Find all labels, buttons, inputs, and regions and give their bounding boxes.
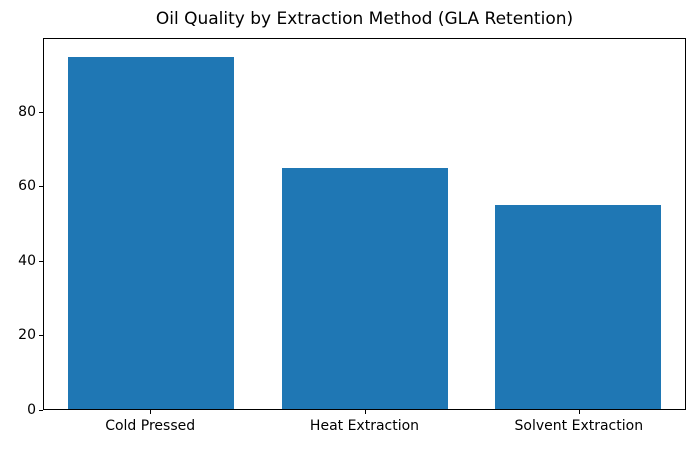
y-tick-mark-80 <box>39 111 43 113</box>
bar-solvent-extraction <box>495 205 662 409</box>
y-tick-mark-40 <box>39 260 43 262</box>
bar-slot-solvent-extraction <box>471 39 685 409</box>
y-tick-label-80: 80 <box>18 103 36 120</box>
y-tick-label-40: 40 <box>18 252 36 269</box>
y-tick-label-0: 0 <box>27 402 36 418</box>
bar-slot-cold-pressed <box>44 39 258 409</box>
x-tick-label-heat-extraction: Heat Extraction <box>309 418 420 434</box>
x-tick-mark-cold-pressed <box>150 410 152 414</box>
plot-area <box>43 38 686 410</box>
x-tick-mark-heat-extraction <box>364 410 366 414</box>
x-tick-label-cold-pressed: Cold Pressed <box>105 418 196 434</box>
chart-title: Oil Quality by Extraction Method (GLA Re… <box>155 9 574 29</box>
y-tick-label-20: 20 <box>18 327 36 344</box>
y-tick-label-60: 60 <box>18 178 36 195</box>
x-tick-label-solvent-extraction: Solvent Extraction <box>514 418 644 434</box>
bars-container <box>44 39 685 409</box>
x-tick-mark-solvent-extraction <box>578 410 580 414</box>
y-tick-mark-20 <box>39 335 43 337</box>
y-tick-mark-60 <box>39 186 43 188</box>
bar-cold-pressed <box>67 56 234 409</box>
bar-heat-extraction <box>281 167 448 409</box>
y-tick-mark-0 <box>39 410 43 411</box>
bar-slot-heat-extraction <box>258 39 472 409</box>
